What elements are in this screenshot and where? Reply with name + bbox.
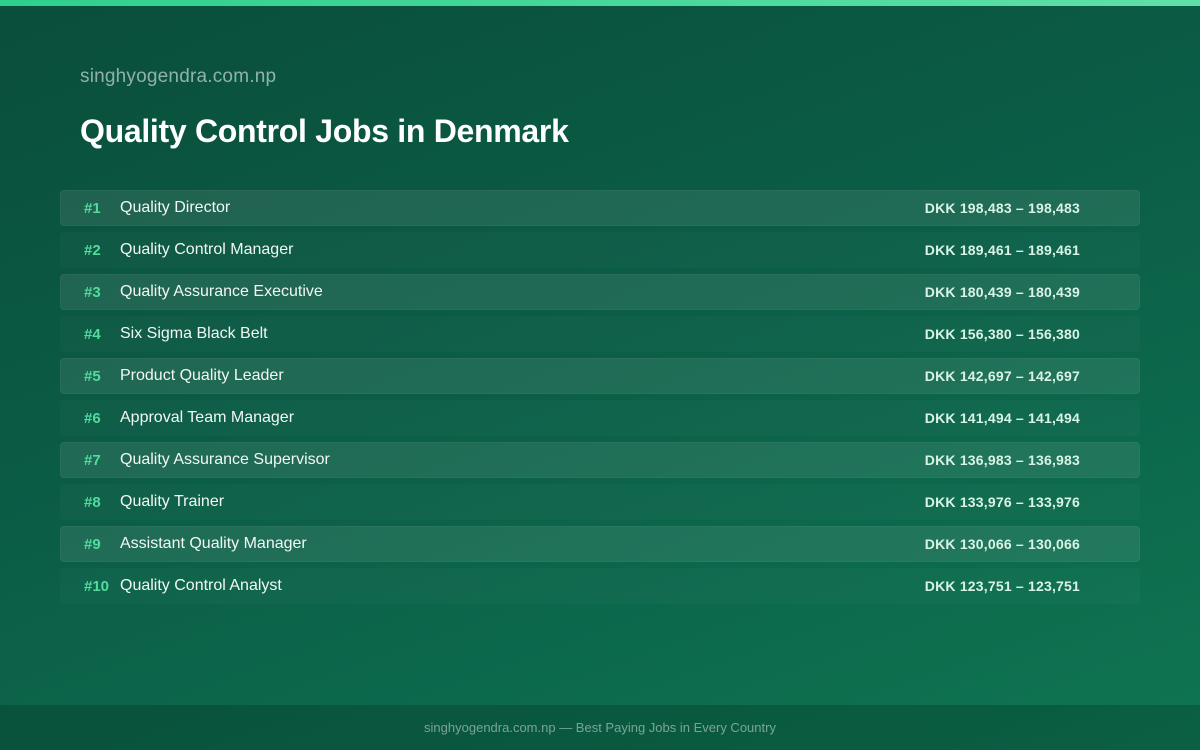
job-title: Quality Assurance Supervisor [120,451,330,468]
job-title: Six Sigma Black Belt [120,325,268,342]
job-rank: #10 [84,577,110,595]
job-row: #3 Quality Assurance Executive DKK 180,4… [60,274,1140,310]
top-accent-bar [0,0,1200,6]
job-row: #7 Quality Assurance Supervisor DKK 136,… [60,442,1140,478]
job-title: Assistant Quality Manager [120,535,307,552]
job-row: #2 Quality Control Manager DKK 189,461 –… [60,232,1140,268]
job-rank: #4 [84,325,101,343]
job-row: #6 Approval Team Manager DKK 141,494 – 1… [60,400,1140,436]
job-row: #5 Product Quality Leader DKK 142,697 – … [60,358,1140,394]
job-title: Quality Director [120,199,231,216]
job-row: #1 Quality Director DKK 198,483 – 198,48… [60,190,1140,226]
job-row: #8 Quality Trainer DKK 133,976 – 133,976 [60,484,1140,520]
job-salary: DKK 130,066 – 130,066 [924,536,1080,552]
job-rank: #3 [84,283,101,301]
job-salary: DKK 180,439 – 180,439 [924,284,1080,300]
job-salary: DKK 136,983 – 136,983 [924,452,1080,468]
job-title: Quality Trainer [120,493,225,510]
job-list: #1 Quality Director DKK 198,483 – 198,48… [60,190,1140,610]
job-row: #9 Assistant Quality Manager DKK 130,066… [60,526,1140,562]
job-salary: DKK 123,751 – 123,751 [924,578,1080,594]
job-salary: DKK 198,483 – 198,483 [924,200,1080,216]
job-salary: DKK 189,461 – 189,461 [924,242,1080,258]
job-row: #4 Six Sigma Black Belt DKK 156,380 – 15… [60,316,1140,352]
job-salary: DKK 133,976 – 133,976 [924,494,1080,510]
job-rank: #7 [84,451,101,469]
job-title: Quality Control Manager [120,241,294,258]
job-rank: #8 [84,493,101,511]
footer-text: singhyogendra.com.np — Best Paying Jobs … [424,720,776,735]
job-row: #10 Quality Control Analyst DKK 123,751 … [60,568,1140,604]
job-title: Quality Control Analyst [120,577,282,594]
job-rank: #5 [84,367,101,385]
job-salary: DKK 142,697 – 142,697 [924,368,1080,384]
job-rank: #9 [84,535,101,553]
job-rank: #6 [84,409,101,427]
job-rank: #2 [84,241,101,259]
job-rank: #1 [84,199,101,217]
job-title: Quality Assurance Executive [120,283,323,300]
page-title: Quality Control Jobs in Denmark [80,113,569,149]
job-title: Approval Team Manager [120,409,295,426]
job-title: Product Quality Leader [120,367,284,384]
job-salary: DKK 141,494 – 141,494 [924,410,1080,426]
job-salary: DKK 156,380 – 156,380 [924,326,1080,342]
footer-bar: singhyogendra.com.np — Best Paying Jobs … [0,705,1200,750]
site-name: singhyogendra.com.np [80,66,277,87]
